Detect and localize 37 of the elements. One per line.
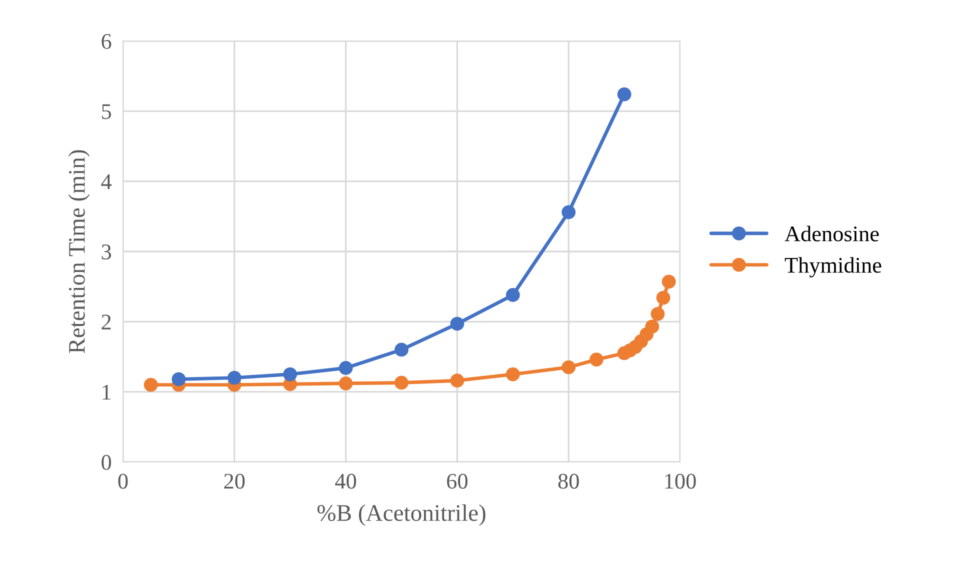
point [562, 360, 576, 374]
legend-label: Adenosine [784, 226, 879, 242]
point [506, 288, 520, 302]
point [645, 320, 660, 334]
y-tick-label: 1 [102, 384, 111, 400]
point [338, 361, 353, 375]
point [450, 374, 464, 388]
x-tick-label: 60 [447, 474, 468, 489]
point [227, 370, 242, 385]
x-tick-label: 0 [118, 474, 128, 489]
y-tick-label: 3 [102, 244, 112, 260]
y-tick-label: 6 [102, 34, 112, 49]
y-tick-label: 0 [102, 454, 112, 470]
point [144, 378, 158, 392]
point [590, 352, 604, 366]
legend-label: Thymidine [784, 257, 882, 278]
point [450, 316, 464, 331]
x-axis-title: %B (Acetonitrile) [317, 504, 486, 526]
point [650, 307, 665, 321]
x-tick-label: 40 [335, 474, 356, 489]
y-tick-label: 5 [102, 104, 112, 120]
x-tick-label: 100 [665, 474, 696, 489]
y-axis-title: Retention Time (min) [68, 150, 90, 354]
point [506, 367, 520, 382]
point [662, 274, 676, 289]
point [562, 205, 576, 220]
x-tick-label: 80 [558, 474, 579, 489]
point [283, 367, 298, 382]
point [394, 342, 408, 357]
y-tick-label: 2 [102, 314, 111, 330]
point [338, 376, 353, 390]
point [656, 290, 670, 305]
point [617, 87, 632, 102]
point [394, 376, 408, 390]
y-tick-label: 4 [101, 174, 112, 190]
x-tick-label: 20 [224, 474, 245, 489]
point [172, 372, 186, 386]
